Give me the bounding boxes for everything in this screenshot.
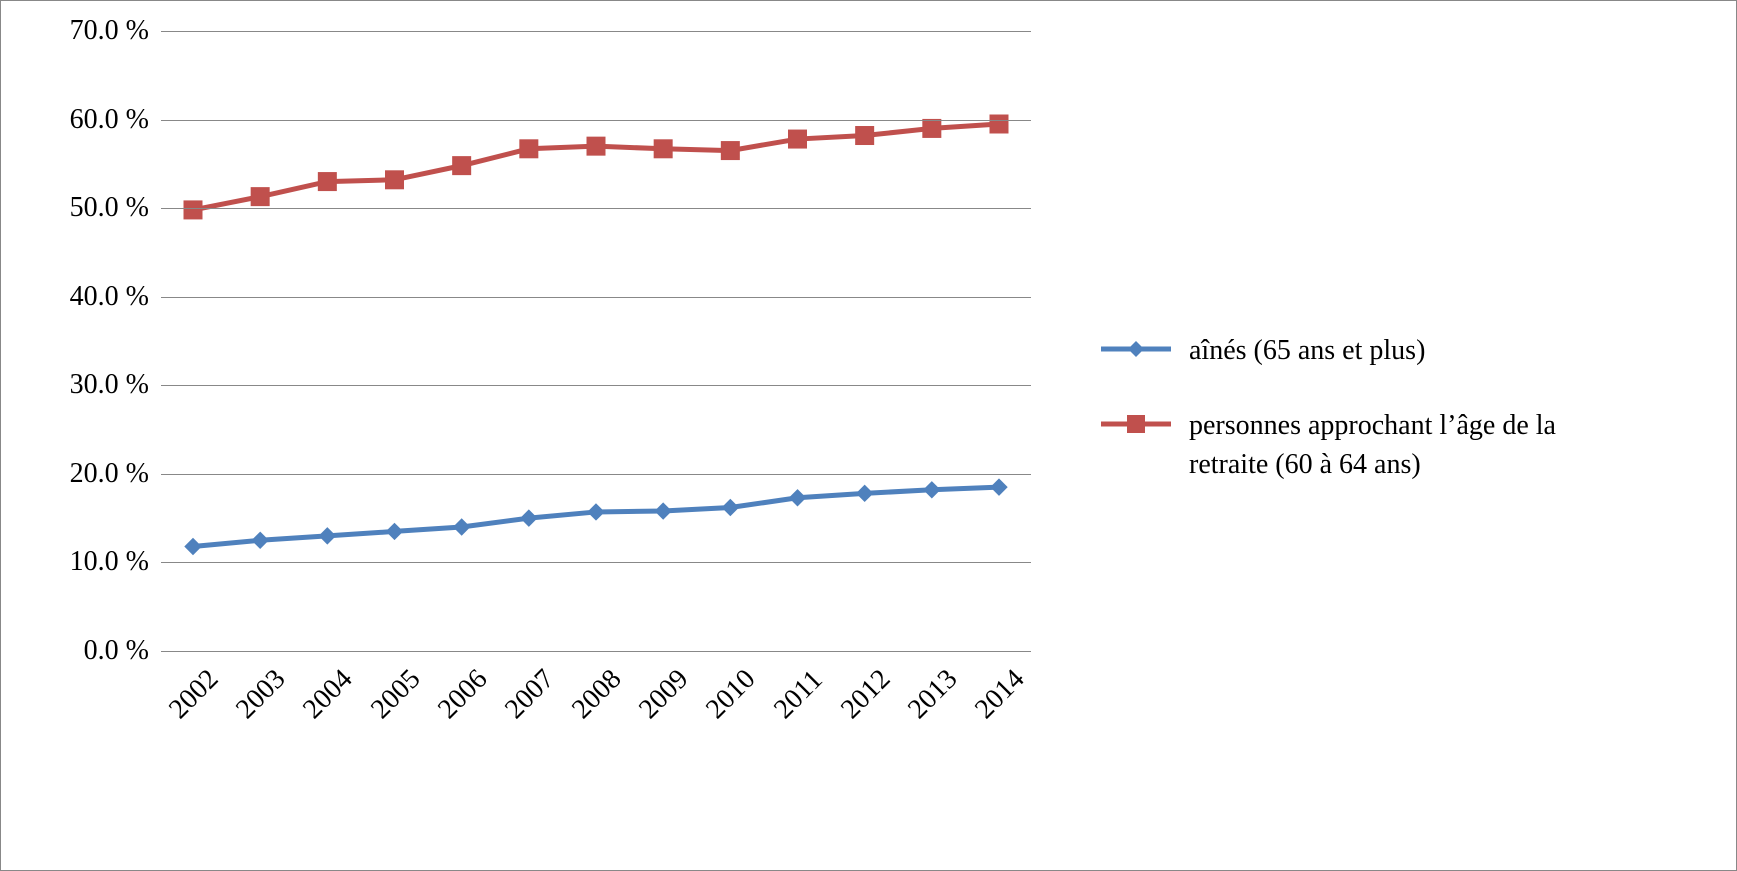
y-axis-tick-label: 50.0 % [70, 192, 161, 224]
series-marker-aines [588, 504, 604, 520]
gridline [161, 31, 1031, 32]
gridline [161, 120, 1031, 121]
gridline [161, 208, 1031, 209]
y-axis-tick-label: 30.0 % [70, 369, 161, 401]
legend-swatch-approchant [1101, 410, 1171, 438]
chart-series-svg [161, 31, 1031, 651]
series-marker-approchant [789, 130, 807, 148]
series-marker-approchant [587, 137, 605, 155]
series-marker-aines [722, 500, 738, 516]
legend-swatch-aines [1101, 335, 1171, 363]
plot-area: 0.0 %10.0 %20.0 %30.0 %40.0 %50.0 %60.0 … [161, 31, 1031, 651]
series-marker-aines [454, 519, 470, 535]
legend-item-aines: aînés (65 ans et plus) [1101, 331, 1621, 370]
x-axis-tick-label: 2004 [297, 663, 359, 725]
series-marker-aines [185, 538, 201, 554]
legend: aînés (65 ans et plus) personnes approcha… [1101, 331, 1621, 521]
gridline [161, 297, 1031, 298]
series-marker-aines [924, 482, 940, 498]
y-axis-tick-label: 10.0 % [70, 546, 161, 578]
gridline [161, 385, 1031, 386]
x-axis-tick-label: 2006 [432, 663, 494, 725]
chart-container: 0.0 % 10.0 % 20.0 % 30.0 % 40.0 % 50.0 % 60.0 … [0, 0, 1737, 871]
series-marker-aines [252, 532, 268, 548]
x-axis-tick-label: 2002 [163, 663, 225, 725]
series-marker-approchant [251, 188, 269, 206]
x-axis-tick-label: 2014 [969, 663, 1031, 725]
series-marker-approchant [923, 119, 941, 137]
series-marker-approchant [856, 127, 874, 145]
x-axis-tick-label: 2010 [700, 663, 762, 725]
y-axis-tick-label: 0.0 % [84, 635, 161, 667]
x-axis-tick-label: 2007 [499, 663, 561, 725]
y-axis-tick-label: 20.0 % [70, 458, 161, 490]
series-marker-approchant [453, 157, 471, 175]
x-axis-tick-label: 2005 [365, 663, 427, 725]
x-axis-tick-label: 2012 [835, 663, 897, 725]
legend-label: personnes approchant l’âge de la retrait… [1189, 406, 1569, 484]
gridline [161, 474, 1031, 475]
y-axis-tick-label: 70.0 % [70, 15, 161, 47]
series-marker-approchant [654, 140, 672, 158]
series-marker-aines [319, 528, 335, 544]
x-axis-tick-label: 2003 [230, 663, 292, 725]
legend-label: aînés (65 ans et plus) [1189, 331, 1425, 370]
x-axis-tick-label: 2011 [768, 664, 829, 725]
series-marker-approchant [318, 173, 336, 191]
series-marker-approchant [990, 115, 1008, 133]
series-marker-aines [991, 479, 1007, 495]
series-marker-aines [387, 523, 403, 539]
gridline [161, 562, 1031, 563]
series-marker-aines [655, 503, 671, 519]
y-axis-tick-label: 60.0 % [70, 104, 161, 136]
x-axis-tick-label: 2009 [633, 663, 695, 725]
series-marker-approchant [386, 171, 404, 189]
x-axis-tick-label: 2008 [566, 663, 628, 725]
series-marker-approchant [184, 201, 202, 219]
y-axis-tick-label: 40.0 % [70, 281, 161, 313]
gridline [161, 651, 1031, 652]
legend-item-approchant: personnes approchant l’âge de la retrait… [1101, 406, 1621, 484]
series-marker-approchant [520, 140, 538, 158]
x-axis-tick-label: 2013 [902, 663, 964, 725]
series-marker-aines [857, 485, 873, 501]
series-marker-approchant [721, 142, 739, 160]
series-marker-aines [521, 510, 537, 526]
series-marker-aines [790, 490, 806, 506]
